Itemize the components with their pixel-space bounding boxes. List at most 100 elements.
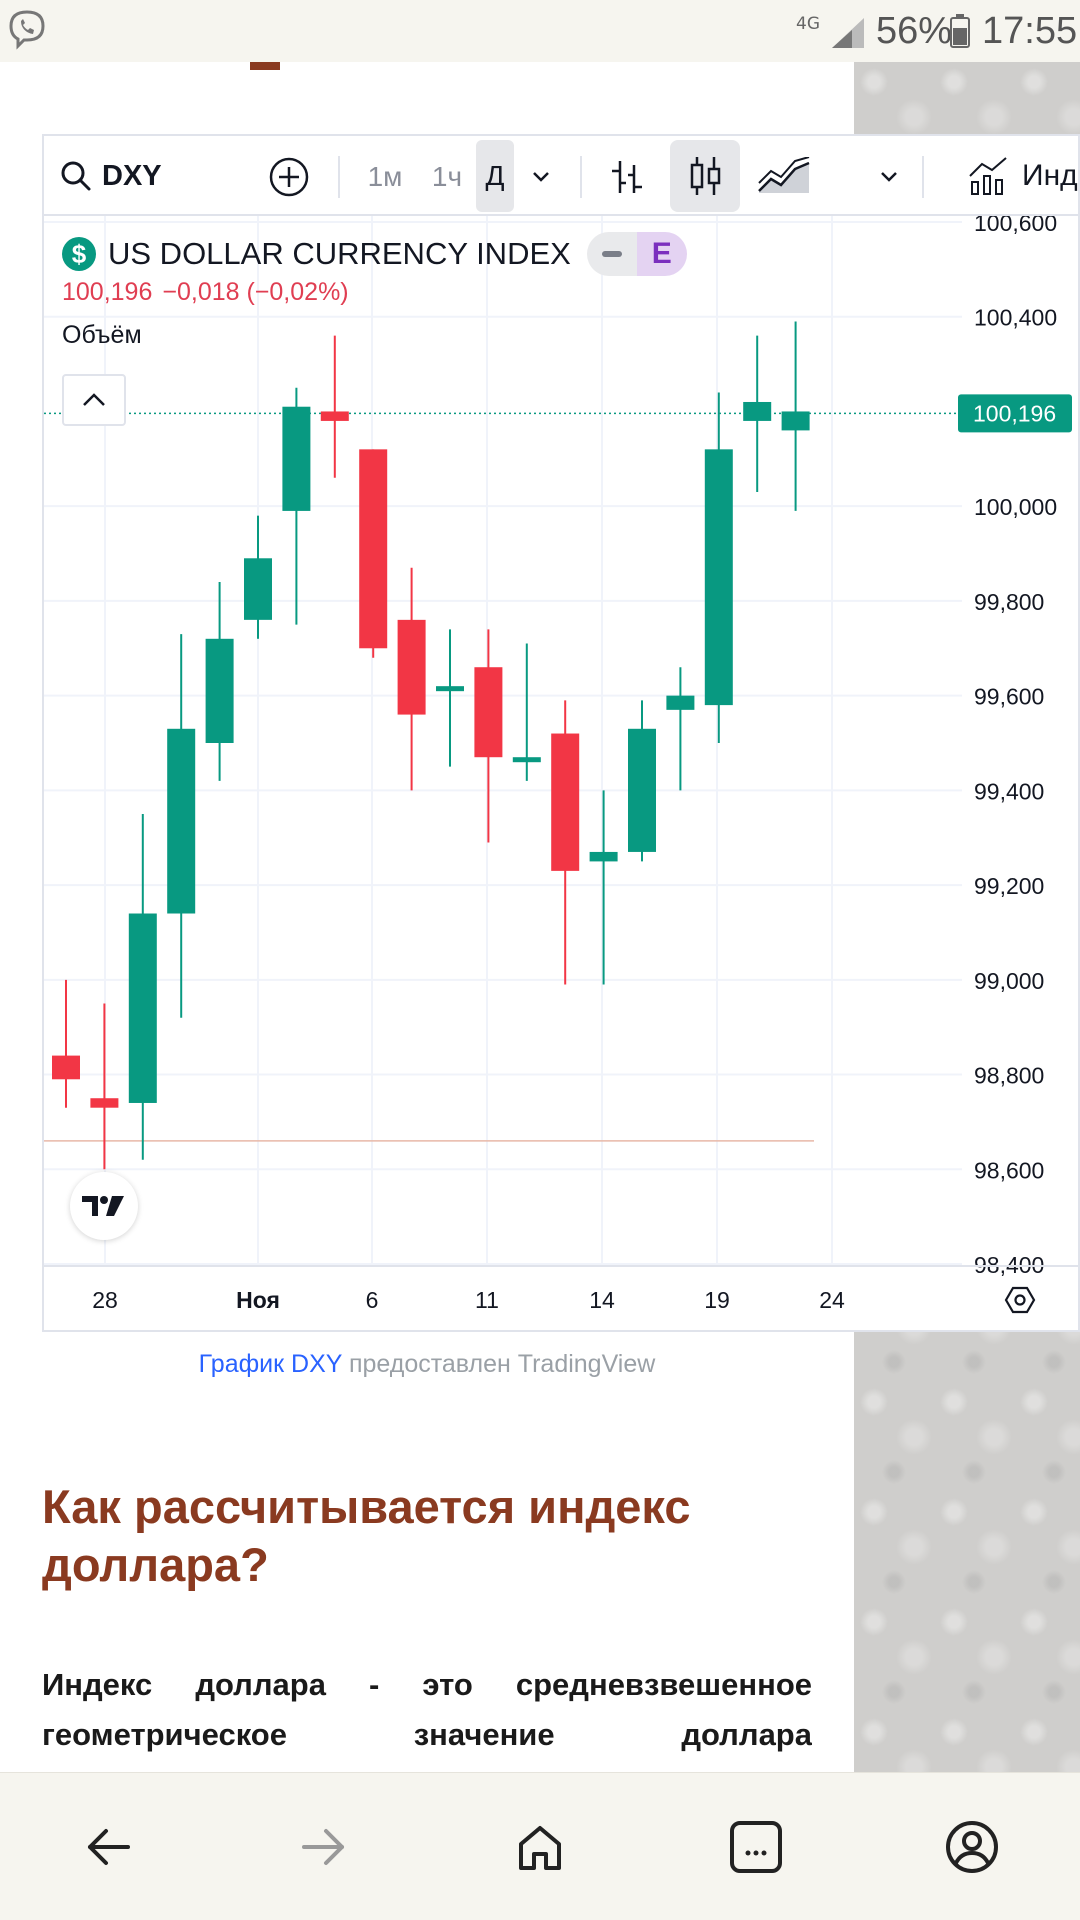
area-chart-icon xyxy=(758,157,810,193)
interval-day-button[interactable]: Д xyxy=(476,140,514,212)
candle xyxy=(704,392,733,743)
article-heading: Как рассчитывается индекс доллара? xyxy=(42,1480,691,1591)
legend-actions[interactable]: E xyxy=(586,232,687,276)
symbol-title: US DOLLAR CURRENCY INDEX xyxy=(108,236,571,271)
candle xyxy=(781,321,810,511)
tradingview-widget[interactable]: 100,600 100,400 100,000 99,800 99,600 99,400 9… xyxy=(42,134,1080,1332)
candle xyxy=(436,629,464,767)
profile-button[interactable] xyxy=(940,1815,1004,1879)
candle-body xyxy=(512,757,541,763)
indicators-button[interactable]: Индикат xyxy=(968,156,1078,196)
network-type: 4G xyxy=(796,14,820,34)
earnings-badge[interactable]: E xyxy=(636,232,687,276)
candle xyxy=(666,667,695,791)
candles-style-button[interactable] xyxy=(670,140,740,212)
symbol-search-button[interactable]: DXY xyxy=(60,150,162,202)
search-icon xyxy=(61,161,91,191)
candle xyxy=(359,449,388,658)
tradingview-logo[interactable] xyxy=(70,1172,138,1240)
candle-body xyxy=(743,401,772,421)
article-paragraph: Индекс доллара - это средневзвешенное ге… xyxy=(42,1667,812,1752)
candle-body xyxy=(205,638,234,743)
settings-icon[interactable] xyxy=(1004,1286,1036,1314)
volume-label: Объём xyxy=(62,321,142,349)
candle xyxy=(90,1003,119,1170)
indicators-icon xyxy=(969,157,1007,195)
time-axis-label: 11 xyxy=(475,1287,499,1313)
hide-legend-button[interactable] xyxy=(586,232,637,276)
candle xyxy=(474,629,503,843)
area-style-button[interactable] xyxy=(756,154,812,200)
chevron-down-icon xyxy=(533,172,549,182)
dollar-icon: $ xyxy=(62,237,96,271)
symbol-label: DXY xyxy=(102,159,162,192)
chart-canvas[interactable]: 100,600100,400100,00099,80099,60099,4009… xyxy=(44,136,1080,1332)
browser-bottom-nav xyxy=(0,1772,1080,1920)
time-axis-label: Ноя xyxy=(236,1287,280,1313)
price-axis-label: 99,000 xyxy=(974,968,1044,994)
battery-percent: 56% xyxy=(876,10,953,52)
tabs-button[interactable] xyxy=(724,1815,788,1879)
interval-1m-button[interactable]: 1м xyxy=(367,161,403,192)
time-axis-label: 28 xyxy=(92,1287,118,1313)
candles-icon xyxy=(690,157,721,195)
candle-body xyxy=(436,686,464,692)
candle-body xyxy=(704,449,733,706)
candle-body xyxy=(628,728,656,852)
toolbar-divider xyxy=(580,156,582,198)
candle-body xyxy=(282,406,311,511)
candle xyxy=(128,814,157,1160)
candle xyxy=(52,979,80,1108)
compare-symbol-button[interactable] xyxy=(268,156,310,198)
price-axis-label: 98,600 xyxy=(974,1157,1044,1183)
chevron-up-icon xyxy=(83,393,105,406)
time-axis-label: 14 xyxy=(589,1287,615,1313)
collapse-legend-button[interactable] xyxy=(62,374,126,426)
forward-button[interactable] xyxy=(292,1815,356,1879)
bars-icon xyxy=(612,161,642,193)
interval-1h-button[interactable]: 1ч xyxy=(431,161,463,192)
indicators-label: Индикат xyxy=(1022,159,1078,192)
last-price-badge xyxy=(958,394,1072,433)
back-button[interactable] xyxy=(76,1815,140,1879)
candle xyxy=(589,790,618,985)
chevron-down-icon xyxy=(881,172,897,182)
chart-legend: $ US DOLLAR CURRENCY INDEX E 100,196 −0,0… xyxy=(62,232,687,350)
candle xyxy=(244,515,272,639)
time-axis-label: 6 xyxy=(366,1287,379,1313)
price-change-line: 100,196 −0,018 (−0,02%) xyxy=(62,278,687,307)
last-price-badge-label: 100,196 xyxy=(973,400,1056,426)
minus-icon xyxy=(601,251,622,257)
toolbar-divider xyxy=(922,156,924,198)
candle-body xyxy=(589,851,618,862)
price-axis-label: 99,400 xyxy=(974,778,1044,804)
time-axis-label: 19 xyxy=(704,1287,730,1313)
chart-toolbar: DXY 1м 1ч Д xyxy=(44,136,1078,216)
chart-source-link[interactable]: График DXY xyxy=(198,1350,342,1378)
candle-body xyxy=(359,449,388,649)
price-axis-label: 99,200 xyxy=(974,873,1044,899)
candle-body xyxy=(244,558,272,620)
time-axis-label: 24 xyxy=(819,1287,845,1313)
candle-body xyxy=(52,1055,80,1080)
price-axis-label: 100,000 xyxy=(974,494,1057,520)
home-button[interactable] xyxy=(508,1815,572,1879)
viber-icon xyxy=(9,10,45,50)
chart-caption: График DXY предоставлен TradingView xyxy=(0,1350,854,1379)
battery-icon xyxy=(950,14,970,48)
caption-text: предоставлен TradingView xyxy=(348,1350,656,1378)
chart-style-dropdown-button[interactable] xyxy=(872,160,906,194)
candle-body xyxy=(474,667,503,758)
candle-body xyxy=(666,695,695,710)
price-axis-label: 100,400 xyxy=(974,305,1057,331)
clock: 17:55 xyxy=(982,10,1078,52)
candle xyxy=(551,700,580,985)
candle-body xyxy=(781,411,810,431)
interval-dropdown-button[interactable] xyxy=(524,160,558,194)
signal-icon xyxy=(832,18,864,48)
candle-body xyxy=(128,913,157,1103)
bars-style-button[interactable] xyxy=(604,154,650,200)
indicators-icon-wrap xyxy=(910,154,960,200)
last-price: 100,196 xyxy=(62,278,153,306)
candle-body xyxy=(397,619,426,715)
